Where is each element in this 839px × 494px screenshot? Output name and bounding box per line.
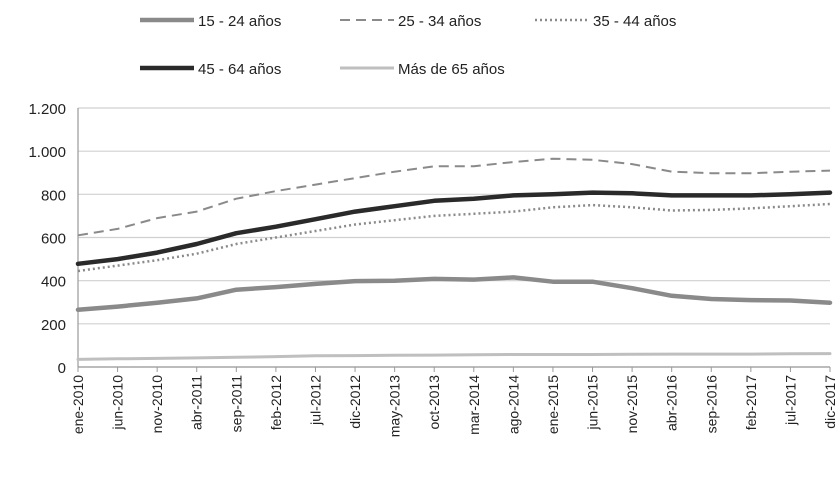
legend: 15 - 24 años 25 - 34 años 35 - 44 años 45 -… (140, 13, 676, 78)
legend-entry: 35 - 44 años (535, 13, 676, 30)
legend-entry: 15 - 24 años (140, 13, 281, 30)
x-tick-label: sep-2011 (228, 375, 244, 433)
x-tick-label: jun-2015 (585, 375, 601, 431)
x-tick-label: ago-2014 (505, 375, 521, 434)
x-tick-label: dic-2017 (822, 375, 838, 429)
y-axis: 0 200 400 600 800 1.000 1.200 (28, 101, 830, 377)
y-tick-label: 1.200 (28, 101, 66, 118)
y-tick-label: 600 (41, 231, 66, 248)
legend-label: 25 - 34 años (398, 13, 481, 30)
series-line (75, 275, 833, 313)
x-tick-label: jul-2012 (308, 375, 324, 426)
series-line (77, 157, 831, 237)
y-tick-label: 800 (41, 187, 66, 204)
legend-entry: 25 - 34 años (340, 13, 481, 30)
grid (78, 107, 830, 368)
legend-label: 45 - 64 años (198, 61, 281, 78)
legend-label: Más de 65 años (398, 61, 505, 78)
x-tick-label: abr-2011 (189, 375, 205, 430)
x-tick-label: jul-2017 (782, 375, 798, 426)
legend-label: 15 - 24 años (198, 13, 281, 30)
legend-entry: Más de 65 años (340, 61, 505, 78)
legend-label: 35 - 44 años (593, 13, 676, 30)
series-line (75, 190, 833, 267)
x-tick-label: nov-2010 (149, 375, 165, 434)
x-tick-label: feb-2017 (743, 375, 759, 430)
x-tick-label: nov-2015 (624, 375, 640, 434)
legend-entry: 45 - 64 años (140, 61, 281, 78)
x-axis: ene-2010 jun-2010 nov-2010 abr-2011 sep-2011… (70, 367, 838, 437)
y-tick-label: 0 (58, 360, 66, 377)
x-tick-label: ene-2015 (545, 375, 561, 434)
series-line (76, 352, 832, 361)
y-tick-label: 1.000 (28, 144, 66, 161)
x-tick-label: sep-2016 (703, 375, 719, 434)
x-tick-label: dic-2012 (347, 375, 363, 429)
series-layer (75, 157, 833, 361)
y-tick-label: 200 (41, 317, 66, 334)
x-tick-label: may-2013 (387, 375, 403, 437)
x-tick-label: jun-2010 (110, 375, 126, 431)
series-line (77, 202, 831, 273)
y-tick-label: 400 (41, 274, 66, 291)
x-tick-label: abr-2016 (664, 375, 680, 431)
x-tick-label: mar-2014 (466, 375, 482, 435)
x-tick-label: feb-2012 (268, 375, 284, 430)
x-tick-label: ene-2010 (70, 375, 86, 434)
x-tick-label: oct-2013 (426, 375, 442, 430)
